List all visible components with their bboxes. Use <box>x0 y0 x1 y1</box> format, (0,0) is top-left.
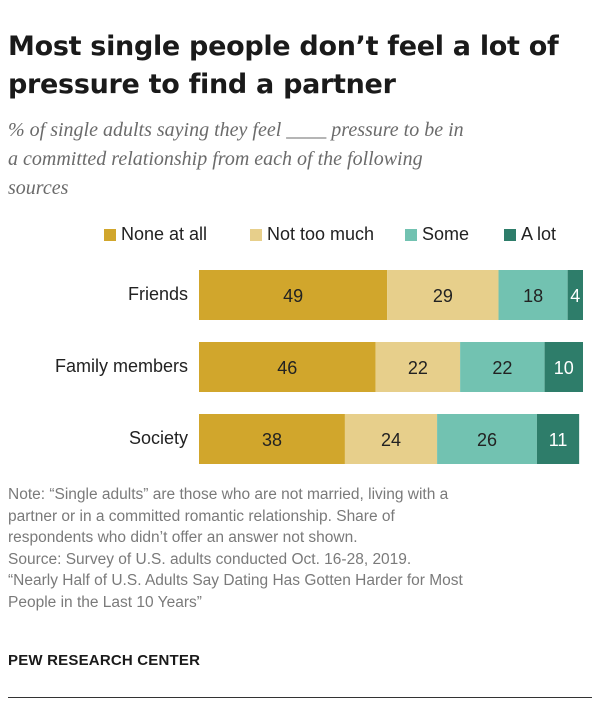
bar-value-label: 22 <box>408 358 428 378</box>
note-line: respondents who didn’t offer an answer n… <box>8 529 358 546</box>
bar-segment <box>437 414 537 464</box>
legend-item-not-too-much: Not too much <box>250 224 374 245</box>
legend-label: A lot <box>521 224 557 244</box>
bar-segment <box>199 342 376 392</box>
legend-label: None at all <box>121 224 208 244</box>
legend-item-some: Some <box>405 224 469 245</box>
bar-value-label: 11 <box>549 430 568 450</box>
chart-note: Note: “Single adults” are those who are … <box>8 484 588 613</box>
bar-value-label: 10 <box>554 358 574 378</box>
bar-value-label: 24 <box>381 430 401 450</box>
report-title-line: “Nearly Half of U.S. Adults Say Dating H… <box>8 572 463 589</box>
bar-segment <box>387 270 499 320</box>
bar-segment <box>544 342 583 392</box>
stacked-bar-chart: Friends Family members Society 49 29 18 4 46… <box>0 262 600 472</box>
legend-swatch <box>405 228 417 241</box>
bar-value-label: 26 <box>477 430 497 450</box>
chart-subtitle: % of single adults saying they feel ____… <box>8 116 588 203</box>
publisher-name: PEW RESEARCH CENTER <box>8 652 201 669</box>
bar-segment <box>536 414 580 464</box>
bar-value-label: 29 <box>433 286 453 306</box>
note-line: Note: “Single adults” are those who are … <box>8 486 449 503</box>
bar-value-label: 22 <box>492 358 512 378</box>
bar-value-label: 49 <box>283 286 303 306</box>
footer-divider <box>8 697 592 698</box>
legend-swatch <box>504 228 516 241</box>
legend-label: Some <box>422 224 470 244</box>
bars-plot-area: 49 29 18 4 46 22 22 10 38 24 26 11 <box>199 270 583 464</box>
report-title-line: People in the Last 10 Years” <box>8 593 202 611</box>
bar-value-label: 4 <box>570 286 580 306</box>
chart-subtitle-line-3: sources <box>8 177 69 199</box>
bar-segment <box>567 270 583 320</box>
bar-value-label: 46 <box>277 358 297 378</box>
chart-title: Most single people don’t feel a lot of p… <box>8 28 588 104</box>
category-label-society: Society <box>128 428 188 448</box>
category-label-family-members: Family members <box>54 356 188 376</box>
chart-legend: None at all Not too much Some A lot <box>0 224 600 248</box>
legend-item-none-at-all: None at all <box>104 224 207 245</box>
category-label-friends: Friends <box>127 284 188 304</box>
chart-subtitle-line-2: a committed relationship from each of th… <box>8 148 423 170</box>
chart-title-line-2: pressure to find a partner <box>8 69 396 100</box>
legend-swatch <box>250 228 262 241</box>
bar-value-label: 38 <box>262 430 282 450</box>
chart-title-line-1: Most single people don’t feel a lot of <box>8 31 559 62</box>
bar-segment <box>460 342 545 392</box>
bar-value-label: 18 <box>523 286 543 306</box>
source-line: Source: Survey of U.S. adults conducted … <box>8 550 412 568</box>
note-line: partner or in a committed romantic relat… <box>8 507 395 525</box>
legend-swatch <box>104 228 116 241</box>
bar-segment <box>344 414 438 464</box>
legend-label: Not too much <box>267 224 375 244</box>
bar-segment <box>199 270 388 320</box>
bar-segment <box>199 414 345 464</box>
legend-item-a-lot: A lot <box>504 224 556 245</box>
bar-segment <box>375 342 461 392</box>
bar-segment <box>498 270 568 320</box>
chart-subtitle-line-1: % of single adults saying they feel ____… <box>8 119 464 141</box>
